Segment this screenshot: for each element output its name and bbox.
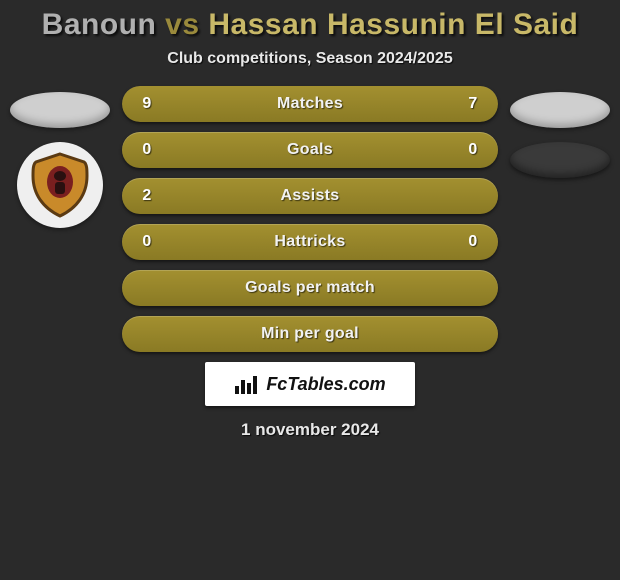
shield-icon [29,152,91,218]
title-vs: vs [165,8,199,41]
title-player1: Banoun [42,8,157,41]
stat-left-value: 2 [138,187,156,205]
player2-club-badge [510,142,610,178]
page-title: Banoun vs Hassan Hassunin El Said [42,8,579,42]
stat-right-value: 7 [464,95,482,113]
stat-label: Goals [287,141,333,159]
title-player2: Hassan Hassunin El Said [208,8,578,41]
date: 1 november 2024 [241,420,379,440]
player1-photo [10,92,110,128]
stat-bar: 0 Goals 0 [122,132,498,168]
left-column [8,86,112,352]
stat-bar: 9 Matches 7 [122,86,498,122]
stat-left-value: 9 [138,95,156,113]
stat-label: Hattricks [274,233,345,251]
bars-icon [234,374,260,394]
player2-photo [510,92,610,128]
watermark: FcTables.com [205,362,415,406]
stat-left-value: 0 [138,233,156,251]
stat-right-value: 0 [464,233,482,251]
stat-label: Assists [280,187,339,205]
player1-club-badge [17,142,103,228]
subtitle: Club competitions, Season 2024/2025 [167,50,452,68]
comparison-card: Banoun vs Hassan Hassunin El Said Club c… [0,0,620,440]
stat-label: Matches [277,95,343,113]
stat-label: Min per goal [261,325,359,343]
stat-label: Goals per match [245,279,375,297]
right-column [508,86,612,352]
stat-right-value: 0 [464,141,482,159]
stats-column: 9 Matches 7 0 Goals 0 2 Assists 0 Hattricks 0 Goals… [122,86,498,352]
main-row: 9 Matches 7 0 Goals 0 2 Assists 0 Hattricks 0 Goals… [0,86,620,352]
watermark-text: FcTables.com [266,374,385,395]
stat-bar: 0 Hattricks 0 [122,224,498,260]
stat-bar: Min per goal [122,316,498,352]
stat-bar: 2 Assists [122,178,498,214]
stat-bar: Goals per match [122,270,498,306]
stat-left-value: 0 [138,141,156,159]
